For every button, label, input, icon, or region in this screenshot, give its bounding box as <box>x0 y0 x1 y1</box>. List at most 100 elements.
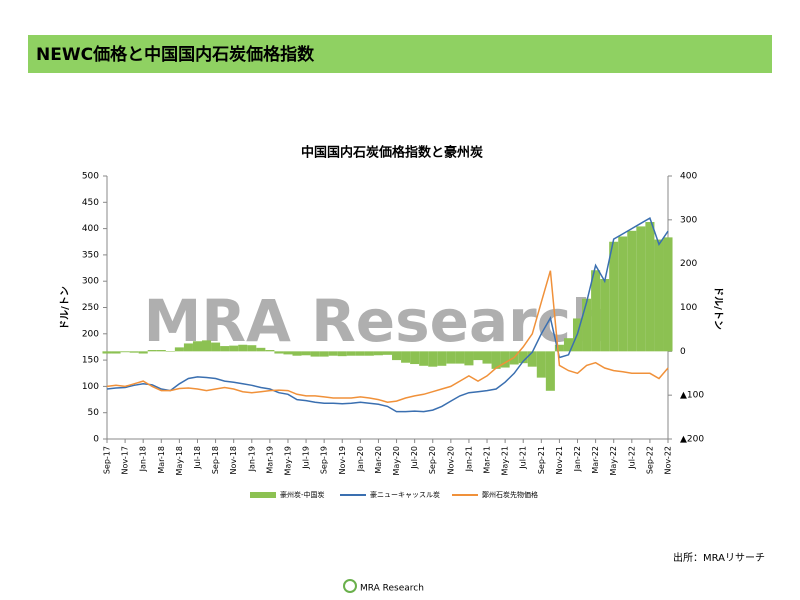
diff-bar <box>156 350 166 352</box>
source-note: 出所：MRAリサーチ <box>673 551 765 564</box>
diff-bar <box>500 351 510 368</box>
y2-tick-label: ▲100 <box>680 391 704 401</box>
diff-bar <box>283 351 293 355</box>
y-tick-label: 450 <box>82 198 99 208</box>
diff-bar <box>129 351 139 353</box>
diff-bar <box>600 279 610 352</box>
y-tick-label: 50 <box>88 408 100 418</box>
diff-bar <box>645 222 655 352</box>
x-tick-label: Jan-20 <box>356 446 365 472</box>
y-axis-label: ドル/トン <box>59 286 71 330</box>
x-tick-label: Sep-20 <box>428 446 437 474</box>
diff-bar <box>582 298 592 352</box>
x-tick-label: Jan-18 <box>139 446 148 472</box>
x-tick-label: Mar-19 <box>265 446 274 474</box>
y-tick-label: 350 <box>82 250 99 260</box>
diff-bar <box>337 351 347 357</box>
diff-bar <box>111 351 121 354</box>
diff-bar <box>292 351 302 356</box>
y-tick-label: 150 <box>82 356 99 366</box>
diff-bar <box>138 351 148 354</box>
x-tick-label: Mar-21 <box>483 446 492 474</box>
diff-bar <box>364 351 374 356</box>
diff-bar <box>274 351 284 354</box>
legend-label: 鄭州石炭先物価格 <box>482 490 538 499</box>
x-tick-label: Sep-18 <box>211 446 220 474</box>
diff-bar <box>609 241 619 352</box>
y-tick-label: 400 <box>82 224 99 234</box>
diff-bar <box>437 351 447 366</box>
diff-bar <box>636 226 646 352</box>
diff-bar <box>627 230 637 352</box>
y-tick-label: 500 <box>82 172 99 182</box>
diff-bar <box>482 351 492 364</box>
diff-bar <box>355 351 365 356</box>
x-tick-label: May-18 <box>175 446 184 475</box>
diff-bar <box>618 236 628 352</box>
diff-bar <box>256 347 266 352</box>
diff-bar <box>310 351 320 357</box>
x-tick-label: May-21 <box>501 446 510 475</box>
diff-bar <box>247 345 257 352</box>
diff-bar <box>464 351 474 366</box>
diff-bar <box>346 351 356 356</box>
y2-tick-label: 400 <box>680 172 697 182</box>
watermark: MRA Research <box>144 287 613 355</box>
x-tick-label: Jan-22 <box>573 446 582 472</box>
diff-bar <box>382 351 393 355</box>
diff-bar <box>419 351 429 366</box>
x-tick-label: Nov-18 <box>229 446 238 474</box>
footer-text: MRA Research <box>360 584 424 594</box>
footer-logo <box>343 579 357 593</box>
diff-bar <box>102 351 112 354</box>
legend-label: 豪ニューキャッスル炭 <box>370 490 440 499</box>
diff-bar <box>229 345 239 352</box>
header-bar <box>28 35 772 73</box>
diff-bar <box>301 351 311 356</box>
diff-bar <box>518 351 528 364</box>
diff-bar <box>554 344 564 352</box>
legend-swatch <box>250 492 276 498</box>
y2-tick-label: 300 <box>680 215 697 225</box>
diff-bar <box>401 351 411 363</box>
diff-bar <box>211 342 221 352</box>
y2-tick-label: ▲200 <box>680 435 704 445</box>
y-tick-label: 100 <box>82 382 99 392</box>
diff-bar <box>545 351 555 391</box>
x-tick-label: Jan-19 <box>247 446 256 472</box>
y-tick-label: 250 <box>82 303 99 313</box>
diff-bar <box>473 351 483 361</box>
diff-bar <box>428 351 438 367</box>
y-tick-label: 300 <box>82 277 99 287</box>
x-tick-label: Nov-21 <box>555 446 564 474</box>
x-tick-label: Jul-18 <box>193 446 202 470</box>
diff-bar <box>446 351 456 364</box>
diff-bar <box>120 351 130 353</box>
diff-bar <box>591 270 601 352</box>
x-tick-label: Mar-20 <box>374 446 383 474</box>
x-tick-label: Sep-21 <box>537 446 546 474</box>
y2-tick-label: 200 <box>680 259 697 269</box>
diff-bar <box>319 351 329 357</box>
x-tick-label: Nov-20 <box>446 446 455 474</box>
y2-axis-label: ドル/トン <box>712 286 724 330</box>
diff-bar <box>183 343 193 352</box>
diff-bar <box>527 351 537 367</box>
x-tick-label: May-20 <box>392 446 401 475</box>
x-tick-label: Mar-22 <box>591 446 600 474</box>
y2-tick-label: 100 <box>680 303 697 313</box>
price-line <box>106 270 669 403</box>
diff-bar <box>663 237 673 352</box>
diff-bar <box>373 351 383 356</box>
y2-tick-label: 0 <box>680 347 686 357</box>
diff-bar <box>165 351 175 352</box>
y-tick-label: 0 <box>93 435 99 445</box>
diff-bar <box>563 338 573 352</box>
diff-bar <box>392 351 402 361</box>
x-tick-label: May-19 <box>283 446 292 475</box>
diff-bar <box>455 351 465 364</box>
diff-bar <box>202 340 212 352</box>
diff-bar <box>536 351 546 378</box>
x-tick-label: Jul-19 <box>302 446 311 470</box>
